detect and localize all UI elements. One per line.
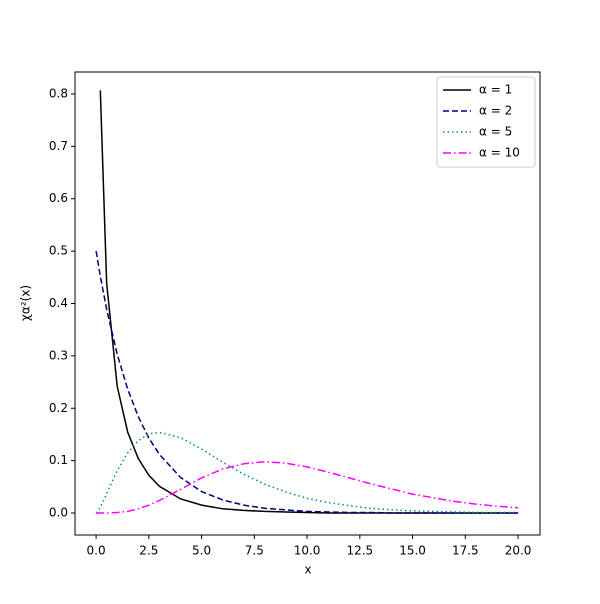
y-tick-label: 0.5 xyxy=(49,244,68,258)
legend-label: α = 5 xyxy=(479,125,512,139)
x-tick-label: 0.0 xyxy=(87,544,106,558)
series-line xyxy=(96,460,519,514)
x-tick-label: 2.5 xyxy=(139,544,158,558)
legend-label: α = 1 xyxy=(479,83,512,97)
y-tick-label: 0.1 xyxy=(49,453,68,467)
x-tick-label: 10.0 xyxy=(294,544,321,558)
y-tick-label: 0.0 xyxy=(49,506,68,520)
x-tick-label: 5.0 xyxy=(192,544,211,558)
y-tick-label: 0.8 xyxy=(49,86,68,100)
legend-label: α = 10 xyxy=(479,146,520,160)
y-tick-label: 0.4 xyxy=(49,296,68,310)
plot-frame xyxy=(74,71,541,536)
y-axis-label: χα²(x) xyxy=(19,285,33,321)
y-tick-label: 0.2 xyxy=(49,401,68,415)
y-tick-label: 0.6 xyxy=(49,191,68,205)
legend-label: α = 2 xyxy=(479,104,512,118)
x-tick-label: 15.0 xyxy=(399,544,426,558)
series-line xyxy=(95,431,519,514)
x-tick-label: 7.5 xyxy=(245,544,264,558)
x-tick-label: 12.5 xyxy=(346,544,373,558)
x-axis-label: x xyxy=(304,563,311,577)
x-tick-label: 20.0 xyxy=(505,544,532,558)
series-line xyxy=(95,250,519,514)
x-tick-label: 17.5 xyxy=(452,544,479,558)
y-tick-label: 0.7 xyxy=(49,139,68,153)
y-tick-label: 0.3 xyxy=(49,348,68,362)
legend-box xyxy=(436,76,536,168)
